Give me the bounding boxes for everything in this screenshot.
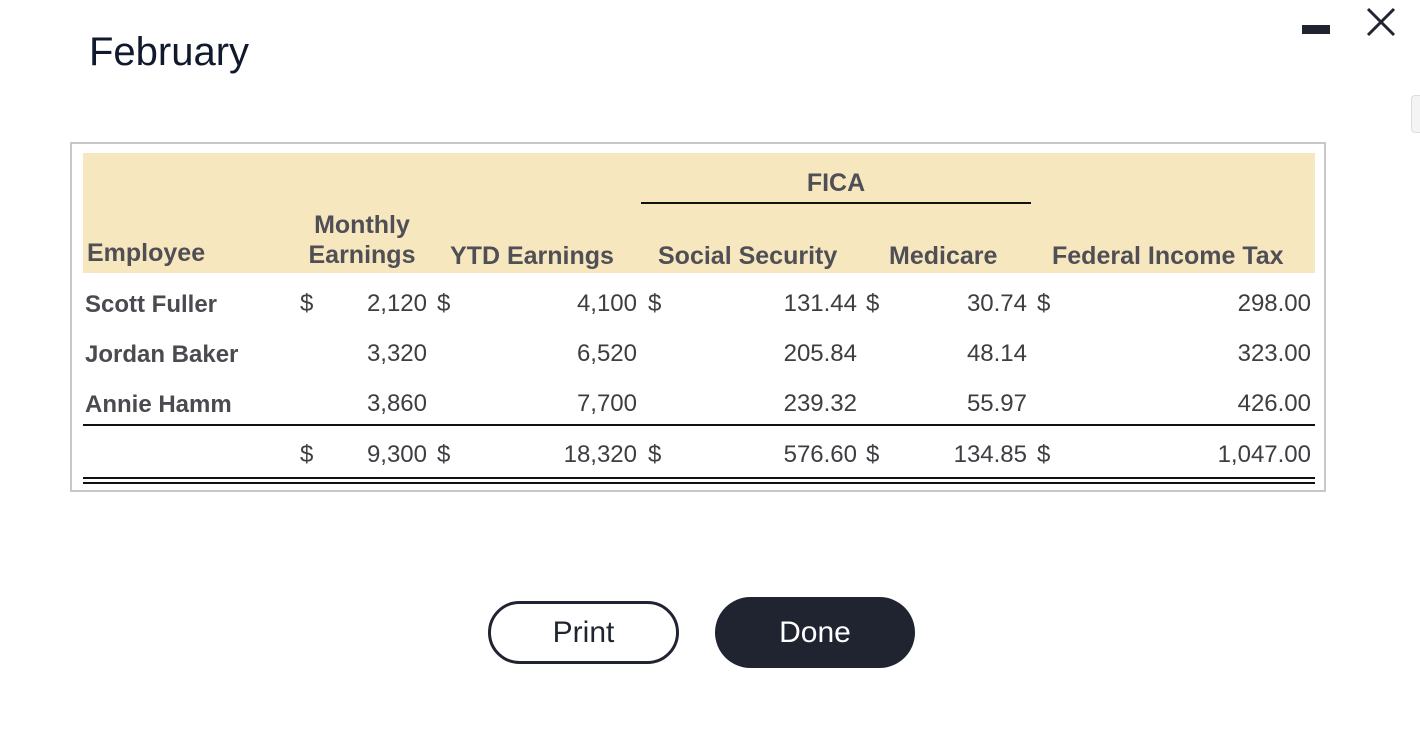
minimize-icon[interactable] bbox=[1302, 25, 1330, 34]
group-header: FICA bbox=[806, 169, 866, 197]
group-rule bbox=[641, 202, 1031, 204]
employee-name: Scott Fuller bbox=[85, 291, 218, 318]
amount: 131.44 bbox=[783, 290, 857, 317]
column-header: Monthly Earnings bbox=[308, 211, 416, 269]
column-header: YTD Earnings bbox=[450, 242, 614, 270]
currency-sign: $ bbox=[1037, 290, 1051, 317]
amount: 1,047.00 bbox=[1217, 441, 1311, 468]
amount: 3,860 bbox=[366, 390, 427, 417]
column-header: Medicare bbox=[889, 242, 998, 270]
amount: 9,300 bbox=[366, 441, 427, 468]
currency-sign: $ bbox=[437, 290, 451, 317]
currency-sign: $ bbox=[866, 290, 880, 317]
currency-sign: $ bbox=[1037, 441, 1051, 468]
window-controls bbox=[1302, 7, 1396, 37]
amount: 55.97 bbox=[966, 390, 1027, 417]
print-button[interactable]: Print bbox=[488, 601, 679, 664]
amount: 239.32 bbox=[783, 390, 857, 417]
double-rule bbox=[83, 482, 1315, 484]
column-header: Federal Income Tax bbox=[1052, 242, 1284, 270]
table-header-background bbox=[83, 153, 1315, 273]
amount: 3,320 bbox=[366, 340, 427, 367]
amount: 30.74 bbox=[966, 290, 1027, 317]
amount: 48.14 bbox=[966, 340, 1027, 367]
table-frame bbox=[70, 142, 1326, 492]
employee-name: Jordan Baker bbox=[85, 341, 239, 368]
amount: 323.00 bbox=[1237, 340, 1311, 367]
currency-sign: $ bbox=[300, 290, 314, 317]
double-rule bbox=[83, 477, 1315, 479]
currency-sign: $ bbox=[300, 441, 314, 468]
amount: 2,120 bbox=[366, 290, 427, 317]
close-icon[interactable] bbox=[1366, 7, 1396, 37]
total-rule bbox=[83, 424, 1315, 426]
amount: 426.00 bbox=[1237, 390, 1311, 417]
dialog-title: February bbox=[89, 30, 250, 74]
done-button[interactable]: Done bbox=[715, 597, 915, 668]
amount: 576.60 bbox=[783, 441, 857, 468]
amount: 7,700 bbox=[576, 390, 637, 417]
amount: 4,100 bbox=[576, 290, 637, 317]
amount: 134.85 bbox=[953, 441, 1027, 468]
amount: 18,320 bbox=[563, 441, 637, 468]
employee-name: Annie Hamm bbox=[85, 391, 232, 418]
currency-sign: $ bbox=[648, 290, 662, 317]
column-header: Social Security bbox=[658, 242, 838, 270]
amount: 205.84 bbox=[783, 340, 857, 367]
side-tab[interactable] bbox=[1411, 95, 1420, 133]
column-header: Employee bbox=[87, 239, 206, 267]
currency-sign: $ bbox=[437, 441, 451, 468]
amount: 298.00 bbox=[1237, 290, 1311, 317]
amount: 6,520 bbox=[576, 340, 637, 367]
currency-sign: $ bbox=[648, 441, 662, 468]
currency-sign: $ bbox=[866, 441, 880, 468]
